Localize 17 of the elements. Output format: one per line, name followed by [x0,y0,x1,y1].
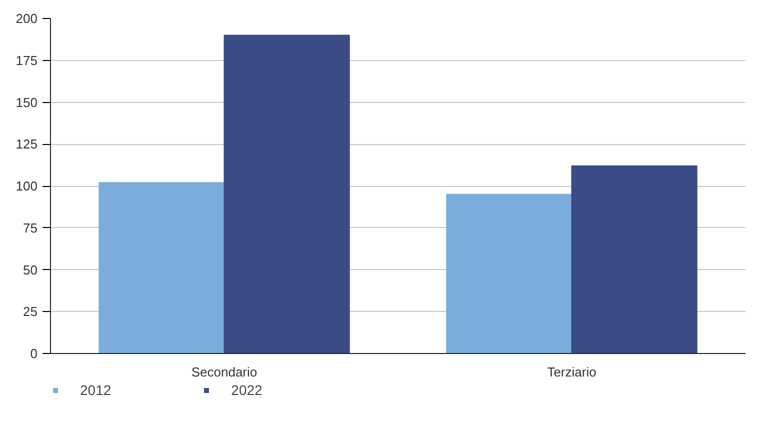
y-tick-label: 150 [16,94,38,110]
legend-label: 2012 [80,382,112,398]
y-tick-label: 100 [16,178,38,194]
y-tick-label: 175 [16,52,38,68]
legend-label: 2022 [231,382,262,398]
bar [571,165,698,354]
bar [446,194,572,354]
y-tick-label: 125 [16,136,38,152]
y-tick-label: 200 [16,11,38,26]
x-tick-label: Secondario [191,364,258,380]
y-tick-label: 50 [23,262,38,278]
bar [98,182,225,354]
y-tick-label: 75 [23,220,38,236]
bar [224,34,350,354]
y-tick-label: 25 [23,304,38,320]
y-tick-label: 0 [30,346,38,361]
x-tick-label: Terziario [547,364,596,380]
